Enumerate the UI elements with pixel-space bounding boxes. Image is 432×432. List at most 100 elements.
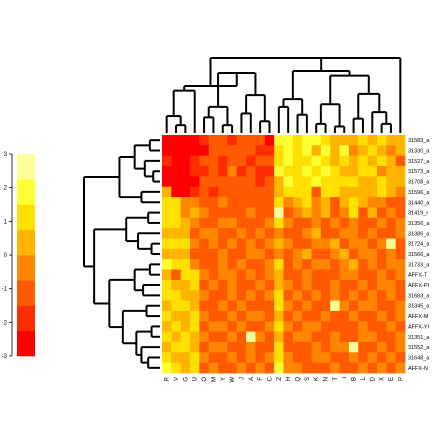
legend-tick-label: 2 <box>4 186 8 192</box>
heatmap-cell-31566_a-D <box>367 248 378 260</box>
heatmap-cell-31386_a-S <box>302 228 312 239</box>
row-label: 31566_a <box>408 252 430 258</box>
heatmap-cell-AFFX-T-E <box>386 269 397 281</box>
heatmap-cell-31724_a-B <box>348 238 359 250</box>
heatmap-cell-31724_a-Y <box>218 238 228 250</box>
heatmap-cell-31733_a-Q <box>292 259 303 270</box>
heatmap-cell-AFFX-T-T <box>330 269 340 281</box>
heatmap-cell-31552_a-K <box>311 341 322 353</box>
heatmap-cell-31724_a-K <box>311 238 322 250</box>
heatmap-cell-31345_a-K <box>311 300 322 312</box>
heatmap-cell-31345_a-U <box>190 300 200 312</box>
heatmap-cell-AFFX-N-J <box>236 362 247 374</box>
heatmap-cell-31440_a-A <box>246 197 256 208</box>
heatmap-cell-31683_a-A <box>246 290 256 301</box>
heatmap-cell-31330_a-E <box>386 145 397 157</box>
heatmap-cell-31440_a-N <box>320 197 331 208</box>
heatmap-cell-31386_a-G <box>180 228 191 239</box>
heatmap-cell-31552_a-O <box>199 341 210 353</box>
heatmap-cell-AFFX-N-P <box>395 362 406 374</box>
heatmap-cell-AFFX-N-U <box>190 362 200 374</box>
heatmap-cell-31566_a-E <box>386 248 397 260</box>
heatmap-cell-31724_a-O <box>199 238 210 250</box>
heatmap-cell-31330_a-Q <box>292 145 303 157</box>
row-label: AFFX-PI <box>408 283 430 289</box>
heatmap-cell-31573_a-N <box>320 166 331 177</box>
heatmap-cell-AFFX-N-X <box>376 362 387 374</box>
heatmap-cell-31733_a-B <box>348 259 359 270</box>
heatmap-cell-31648_a-M <box>208 352 219 364</box>
heatmap-cell-31733_a-O <box>199 259 210 270</box>
heatmap-cell-31724_a-G <box>180 238 191 250</box>
heatmap-cell-31356_a-H <box>283 217 294 229</box>
heatmap-cell-31708_a-Z <box>274 176 284 188</box>
heatmap-cell-31330_a-N <box>320 145 331 157</box>
heatmap-cell-31648_a-R <box>162 352 172 364</box>
heatmap-cell-31527_a-Z <box>274 155 284 167</box>
heatmap-cell-31345_a-D <box>367 300 378 312</box>
heatmap-cell-31573_a-B <box>348 166 359 177</box>
column-dendrogram <box>165 57 402 133</box>
heatmap-cell-31648_a-H <box>283 352 294 364</box>
heatmap-cell-31683_a-F <box>255 290 266 301</box>
heatmap-cell-31733_a-N <box>320 259 331 270</box>
column-label: W <box>230 377 236 383</box>
column-label: A <box>249 377 255 381</box>
heatmap-cell-31733_a-S <box>302 259 312 270</box>
row-label: 31552_a <box>408 345 430 351</box>
heatmap-cell-31356_a-J <box>236 217 247 229</box>
heatmap-cell-31566_a-H <box>283 248 294 260</box>
heatmap-cell-31733_a-J <box>236 259 247 270</box>
heatmap-cell-31596_a-M <box>208 186 219 198</box>
heatmap-cell-31552_a-E <box>386 341 397 353</box>
heatmap-cell-31648_a-L <box>358 352 369 364</box>
heatmap-cell-31440_a-S <box>302 197 312 208</box>
heatmap-cell-AFFX-T-Z <box>274 269 284 281</box>
heatmap-cell-31419_r-D <box>367 207 378 219</box>
heatmap-cell-31683_a-P <box>395 290 406 301</box>
heatmap-cell-31527_a-F <box>255 155 266 167</box>
heatmap-cell-31345_a-A <box>246 300 256 312</box>
heatmap-cell-31419_r-X <box>376 207 387 219</box>
heatmap-cell-31386_a-K <box>311 228 322 239</box>
heatmap-cell-31356_a-D <box>367 217 378 229</box>
heatmap-cell-31345_a-G <box>180 300 191 312</box>
heatmap-cell-31552_a-S <box>302 341 312 353</box>
heatmap-cell-31419_r-V <box>171 207 182 219</box>
heatmap-cell-31566_a-M <box>208 248 219 260</box>
column-label: E <box>389 377 395 381</box>
heatmap-cell-31683_a-Y <box>218 290 228 301</box>
heatmap-cell-31345_a-P <box>395 300 406 312</box>
heatmap-cell-31356_a-Y <box>218 217 228 229</box>
heatmap-cell-AFFX-N-Z <box>274 362 284 374</box>
heatmap-cell-31573_a-G <box>180 166 191 177</box>
heatmap-cell-AFFX-N-B <box>348 362 359 374</box>
heatmap-cell-31648_a-O <box>199 352 210 364</box>
heatmap-cell-AFFX-YI-R <box>162 321 172 333</box>
heatmap-cell-31648_a-U <box>190 352 200 364</box>
heatmap-cell-AFFX-N-N <box>320 362 331 374</box>
heatmap-cell-31724_a-T <box>330 238 340 250</box>
heatmap-cell-AFFX-T-Q <box>292 269 303 281</box>
heatmap-cell-31440_a-Q <box>292 197 303 208</box>
heatmap-cell-31386_a-L <box>358 228 369 239</box>
heatmap-cell-31351_a-K <box>311 331 322 343</box>
heatmap-cell-AFFX-PI-H <box>283 279 294 291</box>
heatmap-cell-31724_a-M <box>208 238 219 250</box>
heatmap-cell-AFFX-T-J <box>236 269 247 281</box>
heatmap-cell-31440_a-V <box>171 197 182 208</box>
heatmap-cell-AFFX-YI-E <box>386 321 397 333</box>
heatmap-cell-31527_a-S <box>302 155 312 167</box>
heatmap-cell-AFFX-N-C <box>264 362 275 374</box>
heatmap-cell-31386_a-Z <box>274 228 284 239</box>
heatmap-cell-AFFX-T-X <box>376 269 387 281</box>
heatmap-cell-31356_a-P <box>395 217 406 229</box>
heatmap-cell-31351_a-H <box>283 331 294 343</box>
heatmap-cell-31440_a-M <box>208 197 219 208</box>
color-legend: 3 2 1 0 -1 -2 -3 <box>2 152 35 360</box>
heatmap-cell-31552_a-Y <box>218 341 228 353</box>
row-label: 31440_a <box>408 200 430 206</box>
column-label: O <box>202 377 208 382</box>
heatmap-cell-31351_a-E <box>386 331 397 343</box>
heatmap-cell-AFFX-N-F <box>255 362 266 374</box>
